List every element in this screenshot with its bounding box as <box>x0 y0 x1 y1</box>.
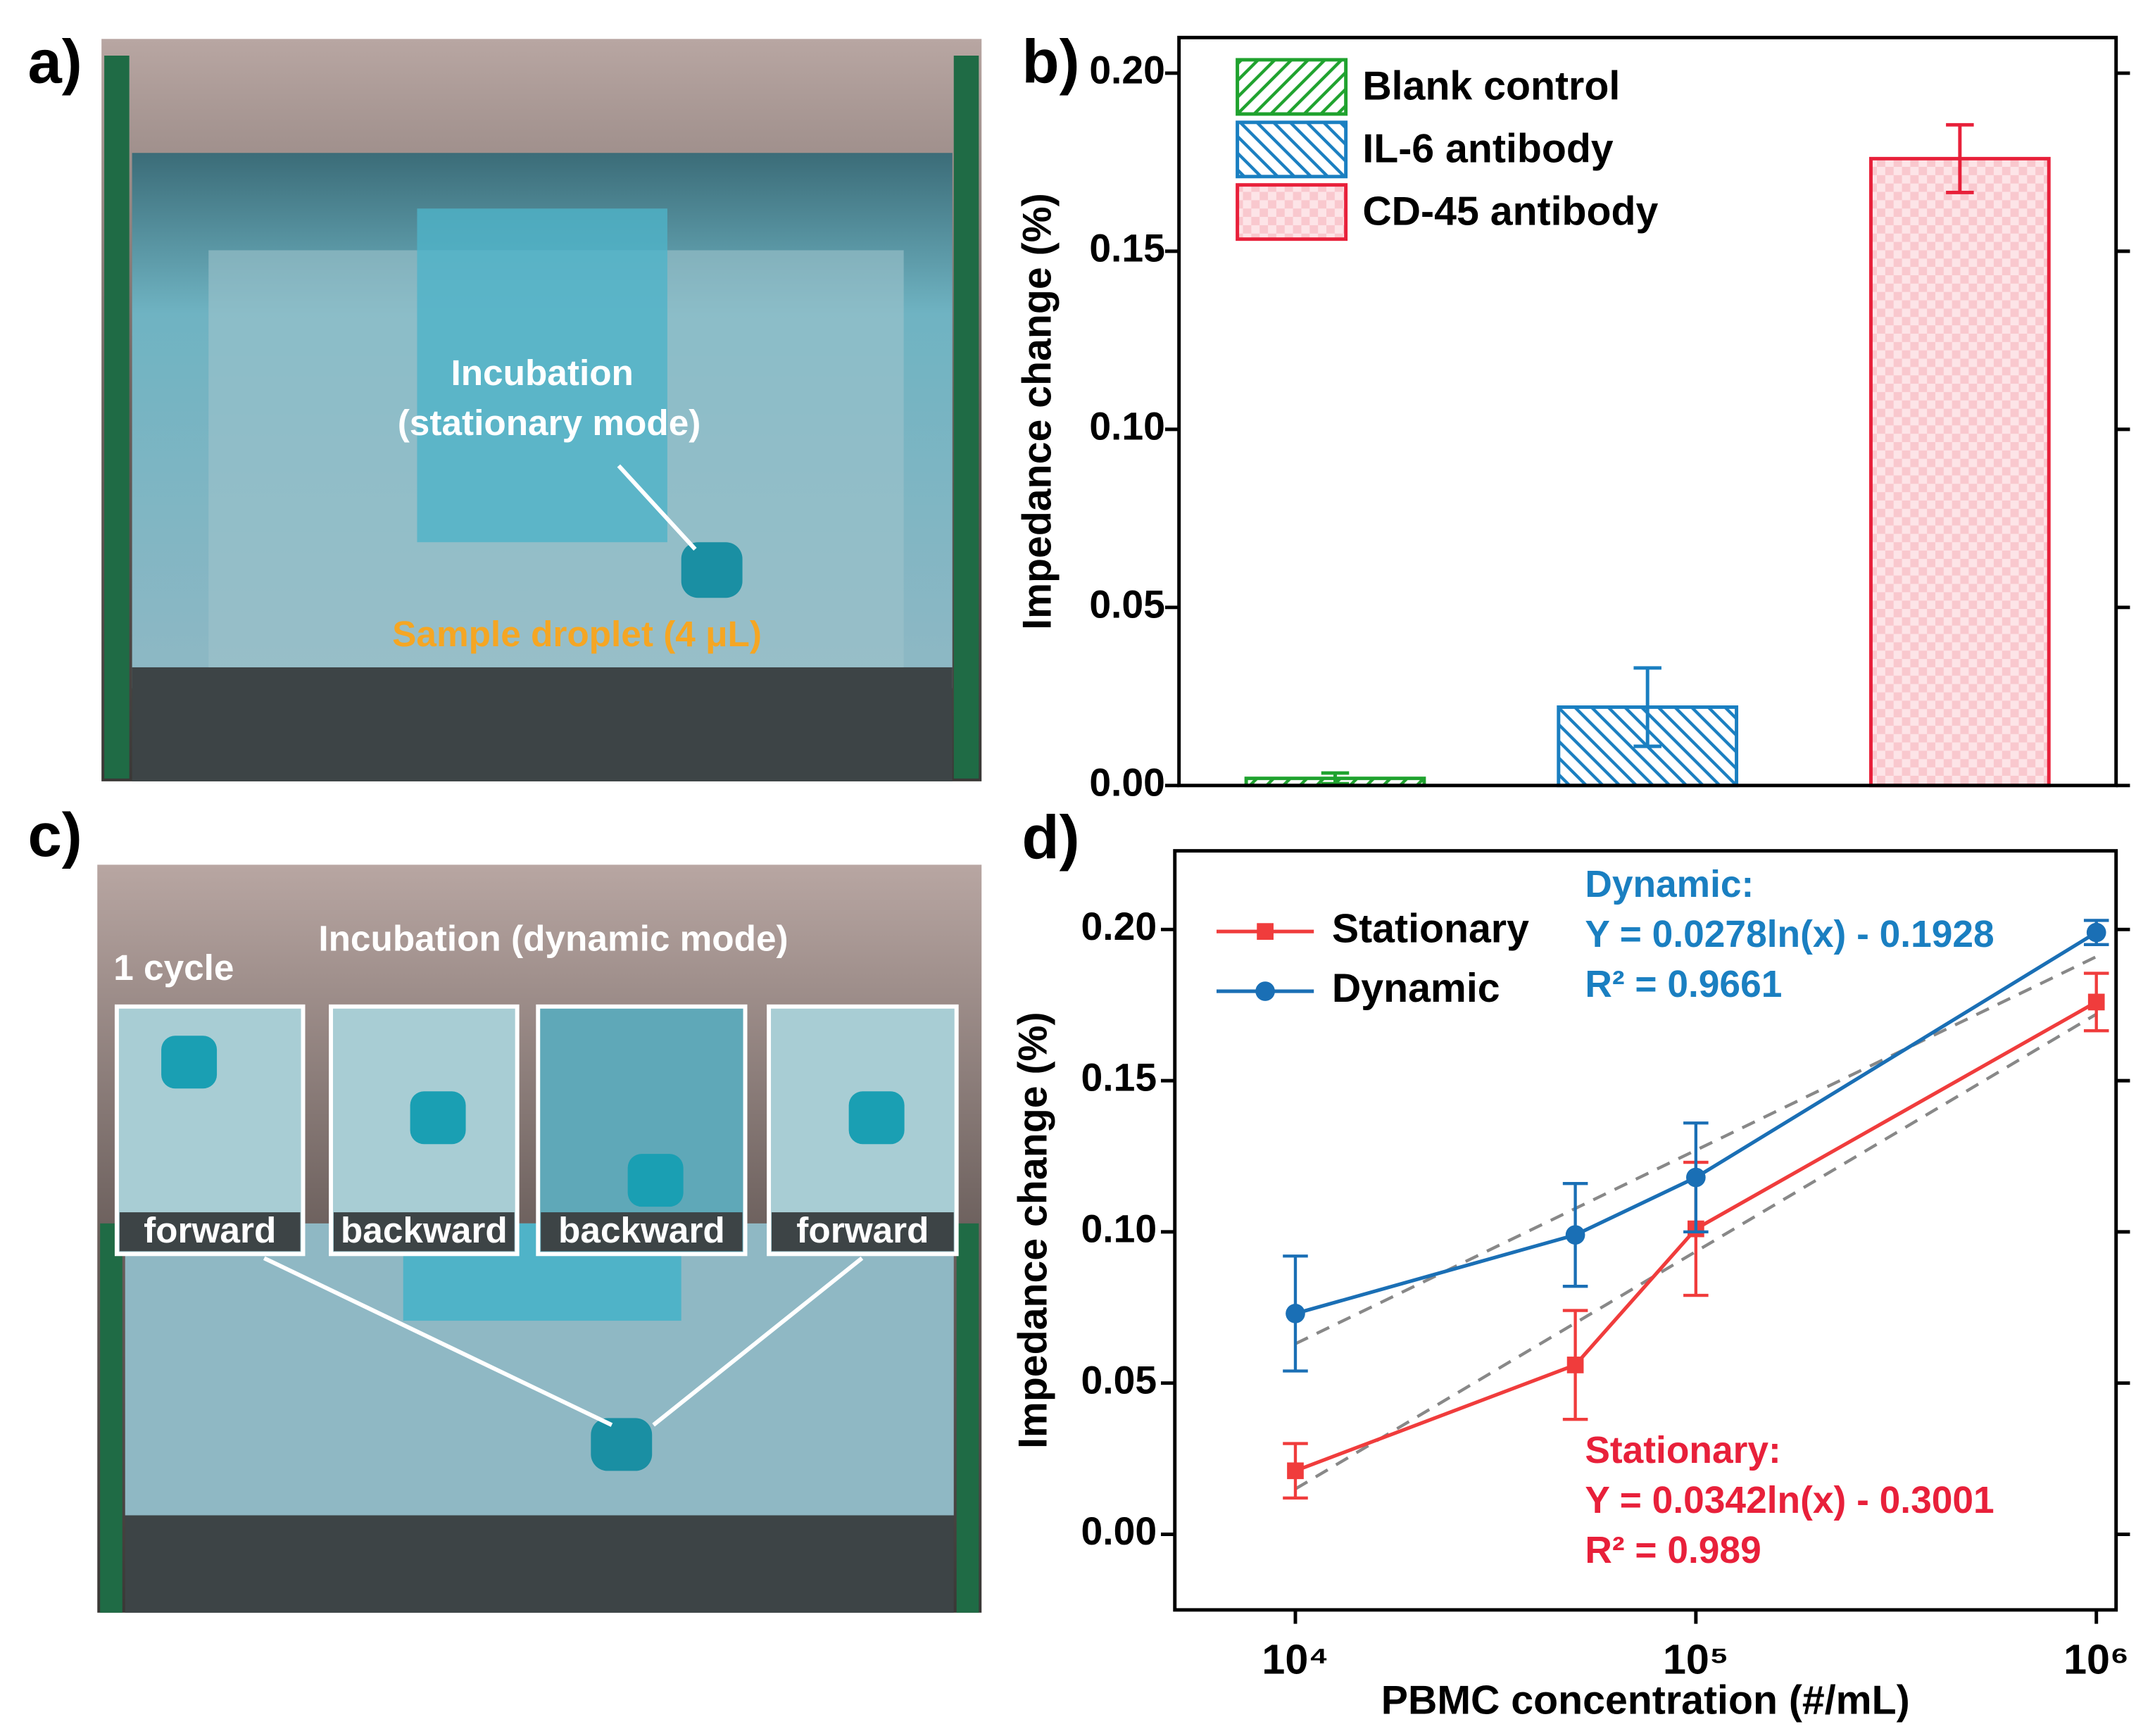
inset-strip <box>772 1212 954 1252</box>
annotation: Stationary: <box>1585 1430 1780 1471</box>
x-tick-label: 10⁶ <box>2063 1636 2129 1683</box>
legend-marker <box>1255 981 1275 1001</box>
panel-label: b) <box>1022 28 1080 96</box>
rail <box>100 1223 122 1613</box>
y-tick-label: 0.15 <box>1089 227 1165 270</box>
panel-label: d) <box>1022 804 1080 872</box>
photo-c: Incubation (dynamic mode) 1 cycle forwar… <box>97 864 982 1613</box>
inset-label: backward <box>558 1210 725 1250</box>
series-line <box>1295 1000 2097 1473</box>
y-tick-label: 0.15 <box>1081 1056 1157 1100</box>
annotation: Incubation <box>451 353 633 393</box>
legend-label: CD-45 antibody <box>1362 189 1658 234</box>
inset-label: forward <box>144 1210 276 1250</box>
inset-strip <box>333 1212 515 1252</box>
marker <box>1565 1225 1585 1245</box>
marker <box>2086 922 2106 943</box>
inset-strip <box>541 1212 743 1252</box>
marker <box>1686 1167 1706 1188</box>
inset-label: backward <box>341 1210 508 1250</box>
inset-droplet <box>848 1091 905 1145</box>
inset-droplet <box>161 1036 218 1089</box>
pointer <box>617 464 697 551</box>
y-tick-label: 0.10 <box>1081 1207 1157 1250</box>
annotation: Incubation (dynamic mode) <box>318 919 788 959</box>
legend-swatch <box>1236 183 1348 241</box>
y-tick-label: 0.05 <box>1089 582 1165 626</box>
inset-droplet <box>627 1154 684 1207</box>
legend-label: Dynamic <box>1332 966 1500 1011</box>
error-bar <box>1946 122 1974 194</box>
y-tick-label: 0.00 <box>1089 760 1165 804</box>
rail <box>953 56 979 779</box>
legend-label: Blank control <box>1362 64 1620 109</box>
insets: forward backward backward forward <box>114 1004 959 1257</box>
y-tick-label: 0.20 <box>1089 49 1165 92</box>
droplet <box>681 542 743 598</box>
error-bar <box>1633 666 1661 748</box>
legend-label: IL-6 antibody <box>1362 126 1613 171</box>
y-tick-label: 0.20 <box>1081 905 1157 948</box>
legend-label: Stationary <box>1332 906 1529 951</box>
chip-base <box>125 1515 954 1613</box>
series-line <box>1295 931 2098 1316</box>
chip-base <box>132 667 953 781</box>
rail <box>956 1223 979 1613</box>
y-tick-label: 0.05 <box>1081 1358 1157 1402</box>
annotation: Y = 0.0278ln(x) - 0.1928 <box>1585 914 1994 955</box>
y-tick-label: 0.00 <box>1081 1509 1157 1553</box>
y-tick-label: 0.10 <box>1089 404 1165 448</box>
bar <box>1869 156 2051 788</box>
fit-line <box>1295 955 2097 1345</box>
legend-swatch <box>1236 58 1348 116</box>
droplet <box>591 1418 653 1471</box>
x-axis-label: PBMC concentration (#/mL) <box>1381 1678 1910 1723</box>
annotation: R² = 0.9661 <box>1585 964 1782 1005</box>
error-bar <box>1321 771 1350 786</box>
x-tick-label: 10⁴ <box>1262 1636 1328 1683</box>
y-axis-label: Impedance change (%) <box>1010 1012 1055 1449</box>
marker <box>2087 993 2105 1011</box>
inset-droplet <box>410 1091 466 1145</box>
pointer <box>263 1256 613 1427</box>
annotation: R² = 0.989 <box>1585 1530 1761 1571</box>
marker <box>1286 1304 1305 1323</box>
axes-frame <box>1173 849 2118 1612</box>
y-axis-label: Impedance change (%) <box>1014 193 1060 630</box>
rail <box>104 56 130 779</box>
inset-label: forward <box>796 1210 929 1250</box>
reservoir <box>417 208 667 543</box>
fit-line <box>1294 1012 2097 1490</box>
legend-swatch <box>1236 120 1348 179</box>
annotation: Y = 0.0342ln(x) - 0.3001 <box>1585 1480 1994 1521</box>
annotation: Sample droplet (4 μL) <box>392 614 762 654</box>
inset-strip <box>119 1212 301 1252</box>
photo-a: Incubation (stationary mode) Sample drop… <box>101 39 982 781</box>
panel-label: c) <box>27 801 82 869</box>
x-tick-label: 10⁵ <box>1663 1636 1729 1683</box>
annotation: Dynamic: <box>1585 864 1754 905</box>
annotation: (stationary mode) <box>398 403 701 443</box>
legend-marker <box>1257 923 1274 941</box>
axes-frame <box>1177 35 2118 788</box>
marker <box>1287 1462 1304 1480</box>
marker <box>1566 1357 1584 1373</box>
annotation: 1 cycle <box>113 948 234 988</box>
pointer <box>652 1256 864 1427</box>
panel-label: a) <box>27 28 82 96</box>
